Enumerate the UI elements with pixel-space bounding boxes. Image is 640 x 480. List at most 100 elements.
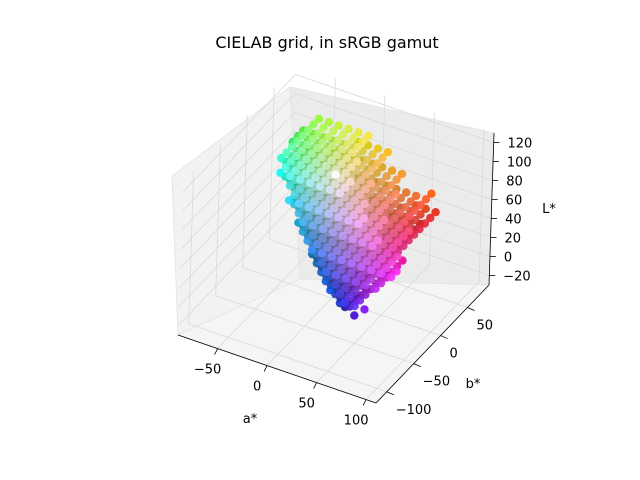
scatter-point xyxy=(358,238,367,247)
scatter-point xyxy=(345,201,354,211)
scatter-point xyxy=(415,224,424,234)
scatter-point xyxy=(337,255,346,265)
scatter-point xyxy=(308,221,318,230)
l-gridline-left xyxy=(178,207,292,326)
scatter-point xyxy=(336,289,345,298)
scatter-point xyxy=(314,215,323,225)
scatter-point xyxy=(382,263,391,273)
scatter-point xyxy=(355,205,364,214)
scatter-point xyxy=(298,227,308,236)
b-tick-label: 50 xyxy=(476,318,493,333)
scatter-point xyxy=(358,247,367,257)
scatter-point xyxy=(351,277,360,287)
scatter-point xyxy=(387,258,397,267)
a-gridline-back xyxy=(429,112,435,265)
scatter-point xyxy=(360,199,369,209)
b-tick xyxy=(386,391,394,396)
l-tick-label: 20 xyxy=(504,231,521,246)
scatter-point xyxy=(323,132,333,141)
scatter-point xyxy=(307,245,317,254)
scatter-point xyxy=(304,202,314,212)
scatter-point xyxy=(296,175,305,184)
scatter-point xyxy=(299,218,308,227)
scatter-point xyxy=(427,189,436,198)
scatter-point xyxy=(344,124,353,134)
b-gridline-back xyxy=(188,171,194,324)
scatter-point xyxy=(349,210,359,220)
b-tick xyxy=(413,363,421,368)
scatter-point xyxy=(338,231,347,240)
scatter-point xyxy=(406,197,415,206)
l-gridline-left xyxy=(178,188,293,307)
scatter-point xyxy=(350,196,359,205)
scatter-point xyxy=(377,177,386,187)
a-gridline-floor xyxy=(365,281,480,400)
scatter-point xyxy=(328,228,338,237)
scatter-point xyxy=(321,277,330,286)
scatter-point xyxy=(281,163,290,172)
a-tick-label: 100 xyxy=(344,414,369,429)
scatter-point xyxy=(322,147,332,156)
scatter-point xyxy=(345,292,355,302)
scatter-point xyxy=(416,200,425,210)
scatter-point xyxy=(342,154,352,163)
scatter-point xyxy=(304,212,313,221)
scatter-point xyxy=(300,193,309,203)
scatter-point xyxy=(426,213,435,223)
l-tick-label: 40 xyxy=(505,212,522,227)
scatter-point xyxy=(324,118,333,127)
y-axis-label: b* xyxy=(466,377,481,392)
scatter-point xyxy=(354,219,363,229)
scatter-point xyxy=(311,173,320,182)
scatter-point xyxy=(366,179,376,188)
scatter-point xyxy=(355,190,365,199)
scatter-point xyxy=(360,305,369,314)
scatter-point xyxy=(331,170,340,179)
scatter-point xyxy=(335,198,344,207)
scatter-point xyxy=(277,153,286,163)
l-tick-label: 120 xyxy=(507,136,532,151)
scatter-point xyxy=(341,183,350,192)
l-axis-line xyxy=(488,132,495,286)
scatter-point xyxy=(305,178,315,188)
scatter-point xyxy=(377,254,387,264)
scatter-point xyxy=(298,131,307,140)
scatter-point xyxy=(387,272,396,282)
scatter-point xyxy=(308,134,317,144)
scatter-point xyxy=(338,145,347,154)
scatter-point xyxy=(325,195,334,204)
scatter-point xyxy=(324,209,333,219)
scatter-point xyxy=(347,268,356,278)
b-gridline-floor xyxy=(215,295,414,365)
scatter-point xyxy=(331,180,340,189)
scatter-point xyxy=(401,203,410,212)
l-gridline-left xyxy=(181,93,296,212)
scatter-point xyxy=(331,280,340,289)
scatter-point xyxy=(387,181,396,190)
b-tick xyxy=(467,307,475,311)
scatter-point xyxy=(286,172,295,181)
scatter-point xyxy=(383,249,392,258)
scatter-point xyxy=(315,182,325,191)
scatter-point xyxy=(362,257,372,266)
scatter-point xyxy=(309,120,318,129)
scatter-point xyxy=(314,114,324,124)
scatter-point xyxy=(369,227,378,236)
scatter-point xyxy=(392,267,401,276)
scatter-point xyxy=(290,190,299,199)
a-gridline-floor xyxy=(316,264,430,383)
scatter-point xyxy=(411,206,420,215)
a-tick xyxy=(313,382,317,389)
scatter-point xyxy=(276,168,285,177)
scatter-point xyxy=(361,281,370,290)
scatter-point xyxy=(337,159,346,169)
scatter-point xyxy=(366,275,376,284)
scatter-point xyxy=(327,261,336,271)
scatter-point xyxy=(393,252,402,261)
scatter-point xyxy=(389,228,398,238)
scatter-point xyxy=(287,142,297,152)
a-tick-label: 50 xyxy=(298,397,315,412)
scatter-point xyxy=(328,141,337,151)
